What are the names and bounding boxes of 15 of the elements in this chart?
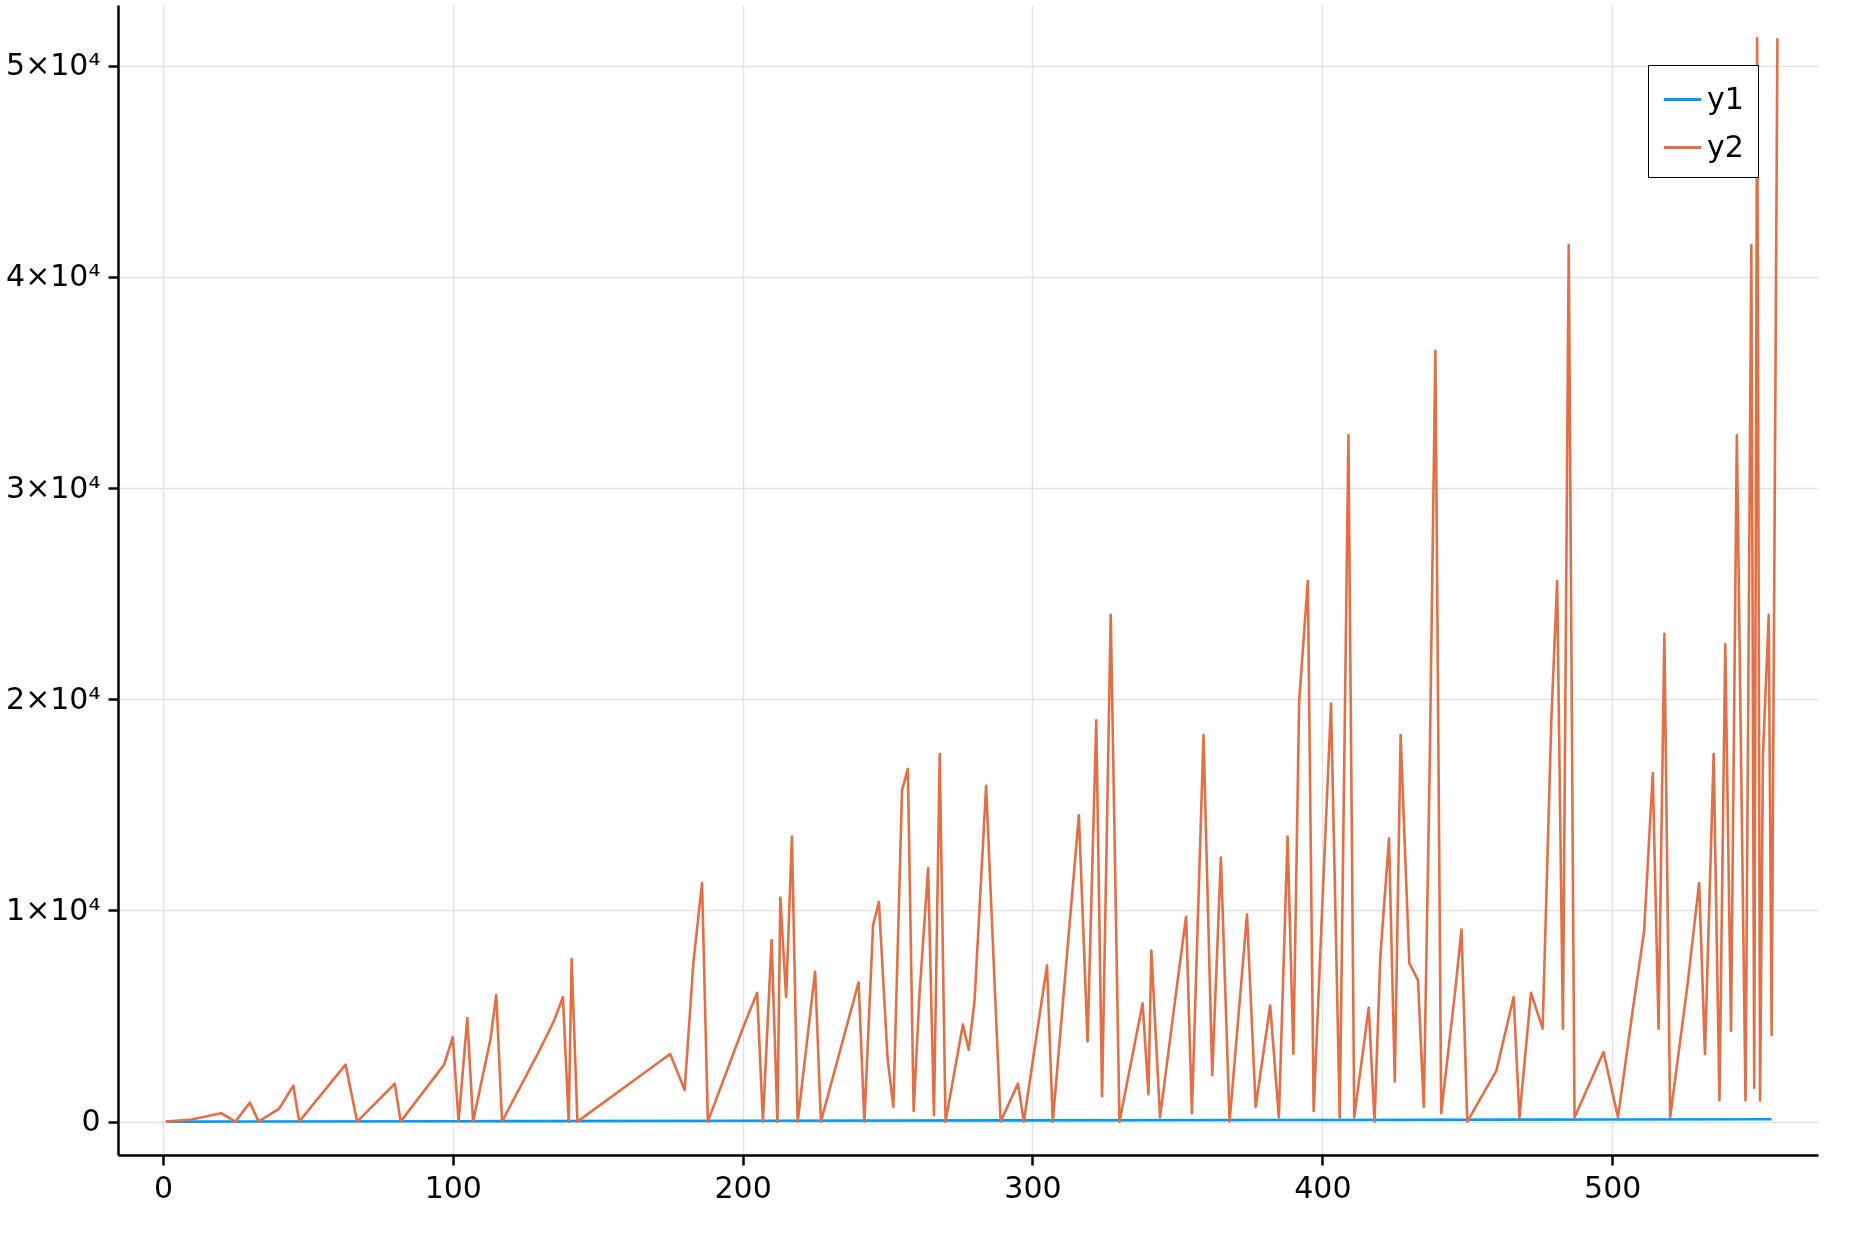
x-tick-label: 300	[1004, 1169, 1062, 1205]
x-tick-label: 200	[714, 1169, 772, 1205]
legend-label: y2	[1707, 128, 1744, 164]
x-tick-label: 400	[1294, 1169, 1352, 1205]
y-tick-label: 3×10⁴	[6, 469, 101, 505]
legend-label: y1	[1707, 80, 1744, 116]
y-tick-label: 5×10⁴	[6, 47, 101, 83]
y-tick-label: 2×10⁴	[6, 680, 101, 716]
x-tick-label: 100	[424, 1169, 482, 1205]
x-tick-label: 500	[1584, 1169, 1642, 1205]
line-series	[164, 36, 1779, 1123]
y-tick-label: 4×10⁴	[6, 258, 101, 294]
x-tick-label: 0	[153, 1169, 173, 1205]
y-tick-label: 1×10⁴	[6, 891, 101, 927]
y-tick-label: 0	[81, 1103, 101, 1139]
